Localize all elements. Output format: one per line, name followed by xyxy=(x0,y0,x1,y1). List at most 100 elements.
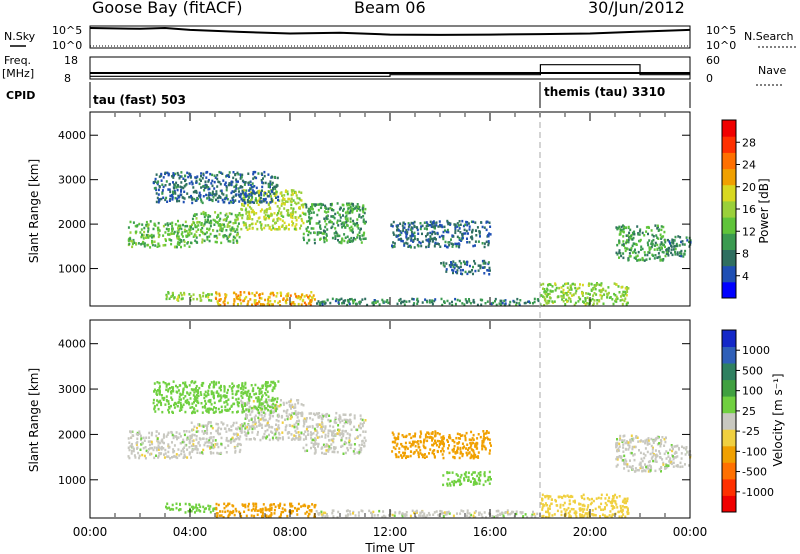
scatter-cell-9 xyxy=(624,441,627,445)
scatter-cell-4 xyxy=(202,174,205,177)
scatter-cell-9 xyxy=(647,439,650,442)
scatter-cell-2 xyxy=(267,420,270,423)
scatter-cell-4 xyxy=(178,177,181,180)
scatter-cell-7 xyxy=(386,299,389,302)
scatter-cell-6 xyxy=(300,296,303,299)
scatter-cell-2 xyxy=(281,421,284,424)
scatter-cell-3 xyxy=(354,207,357,210)
scatter-cell-1 xyxy=(227,444,230,447)
scatter-cell-8 xyxy=(627,287,630,290)
scatter-cell-1 xyxy=(208,221,211,224)
scatter-cell-0 xyxy=(169,222,172,225)
scatter-cell-2 xyxy=(299,412,302,415)
scatter-cell-6 xyxy=(219,298,222,301)
scatter-cell-1 xyxy=(204,221,207,224)
scatter-cell-4 xyxy=(224,396,227,399)
scatter-cell-8 xyxy=(571,495,574,498)
scatter-cell-3 xyxy=(343,221,346,224)
scatter-cell-1 xyxy=(239,435,242,438)
scatter-cell-1 xyxy=(226,225,229,228)
scatter-cell-5 xyxy=(187,510,190,513)
scatter-cell-11 xyxy=(469,441,472,445)
scatter-cell-6 xyxy=(289,505,292,508)
scatter-cell-10 xyxy=(670,248,673,251)
scatter-cell-11 xyxy=(433,245,436,248)
scatter-cell-1 xyxy=(232,235,235,239)
scatter-cell-10 xyxy=(668,460,671,463)
scatter-cell-0 xyxy=(156,437,159,440)
scatter-cell-11 xyxy=(470,444,473,447)
scatter-cell-4 xyxy=(235,184,237,188)
scatter-cell-4 xyxy=(164,403,167,406)
scatter-cell-11 xyxy=(410,234,413,238)
scatter-cell-6 xyxy=(285,301,288,305)
scatter-cell-12 xyxy=(452,271,454,275)
scatter-cell-2 xyxy=(263,209,266,213)
scatter-cell-7 xyxy=(480,303,483,306)
scatter-cell-0 xyxy=(136,440,139,444)
scatter-cell-6 xyxy=(310,509,313,512)
scatter-cell-2 xyxy=(266,435,269,438)
scatter-cell-8 xyxy=(592,302,595,305)
scatter-cell-9 xyxy=(654,449,657,452)
scatter-cell-8 xyxy=(549,289,552,292)
scatter-cell-10 xyxy=(673,452,676,455)
scatter-cell-7 xyxy=(532,510,534,514)
scatter-cell-3 xyxy=(310,412,313,415)
scatter-cell-3 xyxy=(351,240,354,243)
scatter-cell-9 xyxy=(622,240,625,243)
scatter-cell-11 xyxy=(440,224,443,227)
scatter-cell-9 xyxy=(630,451,633,455)
scatter-cell-0 xyxy=(167,455,170,458)
scatter-cell-6 xyxy=(279,515,282,518)
scatter-cell-0 xyxy=(188,230,191,234)
scatter-cell-2 xyxy=(263,414,266,418)
scatter-cell-1 xyxy=(217,224,220,227)
scatter-cell-1 xyxy=(235,427,238,430)
scatter-cell-11 xyxy=(467,222,470,225)
scatter-cell-9 xyxy=(618,438,621,442)
scatter-cell-4 xyxy=(167,402,170,406)
scatter-cell-8 xyxy=(549,495,552,498)
scatter-cell-7 xyxy=(355,302,357,306)
scatter-cell-1 xyxy=(223,225,226,228)
scatter-cell-6 xyxy=(286,298,289,301)
scatter-cell-4 xyxy=(167,188,170,191)
scatter-cell-0 xyxy=(155,454,157,457)
scatter-cell-8 xyxy=(568,515,571,518)
scatter-cell-4 xyxy=(195,191,198,194)
scatter-cell-8 xyxy=(563,292,566,295)
scatter-cell-9 xyxy=(643,251,646,254)
scatter-cell-7 xyxy=(349,513,352,516)
scatter-cell-11 xyxy=(447,440,449,443)
scatter-cell-8 xyxy=(574,283,576,286)
scatter-cell-0 xyxy=(182,438,185,442)
scatter-cell-4 xyxy=(253,405,256,408)
scatter-cell-9 xyxy=(649,460,652,463)
scatter-cell-3 xyxy=(314,449,317,452)
scatter-cell-8 xyxy=(577,300,580,303)
scatter-cell-4 xyxy=(218,194,221,198)
scatter-cell-1 xyxy=(230,440,233,443)
scatter-cell-4 xyxy=(160,179,163,182)
scatter-cell-4 xyxy=(251,200,254,204)
scatter-cell-8 xyxy=(550,502,553,505)
scatter-cell-11 xyxy=(400,231,403,235)
scatter-cell-11 xyxy=(441,447,444,450)
scatter-cell-10 xyxy=(678,251,681,254)
scatter-cell-1 xyxy=(234,451,237,454)
scatter-cell-7 xyxy=(348,510,351,513)
scatter-cell-2 xyxy=(263,211,266,214)
scatter-cell-4 xyxy=(241,385,244,388)
scatter-cell-4 xyxy=(157,201,160,204)
scatter-cell-11 xyxy=(431,451,434,455)
scatter-cell-2 xyxy=(276,228,279,231)
scatter-cell-11 xyxy=(412,442,415,445)
scatter-cell-7 xyxy=(498,302,501,305)
scatter-cell-3 xyxy=(325,211,328,214)
scatter-cell-4 xyxy=(182,196,185,200)
scatter-cell-8 xyxy=(591,497,593,501)
scatter-cell-8 xyxy=(542,282,545,286)
scatter-cell-9 xyxy=(641,459,644,463)
scatter-cell-7 xyxy=(472,514,475,517)
